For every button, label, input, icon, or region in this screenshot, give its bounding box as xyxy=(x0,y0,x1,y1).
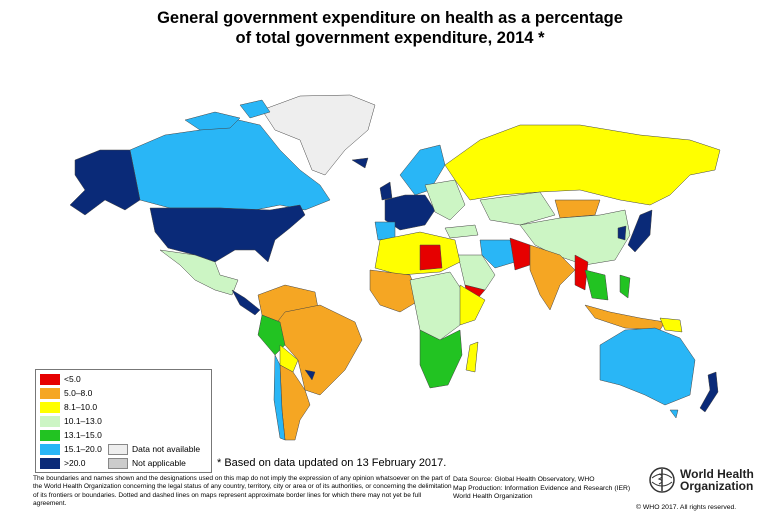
disclaimer: The boundaries and names shown and the d… xyxy=(33,475,452,508)
logo-line: World Health xyxy=(680,467,754,481)
region-turkey xyxy=(444,224,479,239)
legend-swatch xyxy=(108,457,128,469)
legend-label: Data not available xyxy=(132,444,201,454)
legend-label: <5.0 xyxy=(64,374,81,384)
region-philippines xyxy=(619,274,631,299)
source-line: Data Source: Global Health Observatory, … xyxy=(453,476,595,483)
region-eastern-europe xyxy=(424,179,466,221)
region-chile xyxy=(273,354,286,441)
region-usa xyxy=(149,204,306,263)
data-update-note: * Based on data updated on 13 February 2… xyxy=(217,457,447,469)
region-greenland xyxy=(261,94,376,176)
legend-label: 10.1–13.0 xyxy=(64,416,102,426)
region-mexico xyxy=(159,249,239,296)
legend-label: 8.1–10.0 xyxy=(64,402,98,412)
legend-item: Not applicable xyxy=(108,457,186,469)
region-north-africa xyxy=(374,231,461,276)
map-title: General government expenditure on health… xyxy=(0,8,780,48)
legend: <5.0 5.0–8.0 8.1–10.0 10.1–13.0 13.1–15.… xyxy=(35,369,212,473)
copyright: © WHO 2017. All rights reserved. xyxy=(636,504,737,511)
region-india xyxy=(529,244,576,311)
legend-item: Data not available xyxy=(108,443,200,455)
title-line-2: of total government expenditure, 2014 * xyxy=(235,29,545,47)
region-russia xyxy=(444,124,721,206)
legend-item: 13.1–15.0 xyxy=(40,429,102,441)
region-australia xyxy=(599,327,696,406)
who-emblem-icon xyxy=(649,467,675,493)
region-west-africa xyxy=(369,269,421,313)
legend-label: 5.0–8.0 xyxy=(64,388,93,398)
source-line: Map Production: Information Evidence and… xyxy=(453,484,631,492)
legend-swatch xyxy=(40,415,60,427)
region-uruguay xyxy=(304,369,316,381)
region-canada-islands xyxy=(184,99,271,131)
who-logo-text: World Health Organization xyxy=(680,468,754,492)
legend-swatch xyxy=(40,387,60,399)
who-logo: World Health Organization xyxy=(648,466,754,494)
legend-swatch xyxy=(40,443,60,455)
region-myanmar xyxy=(574,254,589,291)
region-western-europe xyxy=(384,194,436,231)
region-east-africa xyxy=(459,284,486,326)
legend-item: 8.1–10.0 xyxy=(40,401,97,413)
legend-swatch xyxy=(40,373,60,385)
region-central-america xyxy=(231,289,261,316)
data-source: Data Source: Global Health Observatory, … xyxy=(453,476,630,502)
region-iran xyxy=(479,239,516,269)
region-pakistan-afghanistan xyxy=(509,237,531,271)
region-new-zealand xyxy=(699,371,719,413)
region-iceland xyxy=(351,157,369,169)
legend-swatch xyxy=(40,429,60,441)
region-indonesia xyxy=(584,304,666,331)
region-se-asia xyxy=(584,269,609,301)
region-libya xyxy=(419,244,443,271)
region-kazakhstan xyxy=(479,191,556,226)
logo-line: Organization xyxy=(680,479,754,493)
legend-item: <5.0 xyxy=(40,373,81,385)
region-iberia xyxy=(374,221,396,241)
legend-item: 10.1–13.0 xyxy=(40,415,102,427)
region-uk xyxy=(379,181,393,201)
source-line: World Health Organization xyxy=(453,493,533,501)
legend-swatch xyxy=(108,443,128,455)
region-alaska xyxy=(69,149,141,216)
region-southern-africa xyxy=(419,329,463,389)
legend-item: 15.1–20.0 xyxy=(40,443,102,455)
legend-swatch xyxy=(40,401,60,413)
legend-item: >20.0 xyxy=(40,457,86,469)
region-korea xyxy=(617,225,627,241)
legend-swatch xyxy=(40,457,60,469)
region-japan xyxy=(627,209,653,253)
legend-label: >20.0 xyxy=(64,458,86,468)
region-madagascar xyxy=(465,341,479,373)
legend-label: 13.1–15.0 xyxy=(64,430,102,440)
region-png xyxy=(659,317,683,333)
region-tasmania xyxy=(669,409,679,419)
legend-label: Not applicable xyxy=(132,458,186,468)
region-saudi xyxy=(457,254,496,291)
legend-label: 15.1–20.0 xyxy=(64,444,102,454)
region-mongolia xyxy=(554,199,601,219)
title-line-1: General government expenditure on health… xyxy=(157,9,623,27)
region-central-africa xyxy=(409,271,466,341)
legend-item: 5.0–8.0 xyxy=(40,387,92,399)
